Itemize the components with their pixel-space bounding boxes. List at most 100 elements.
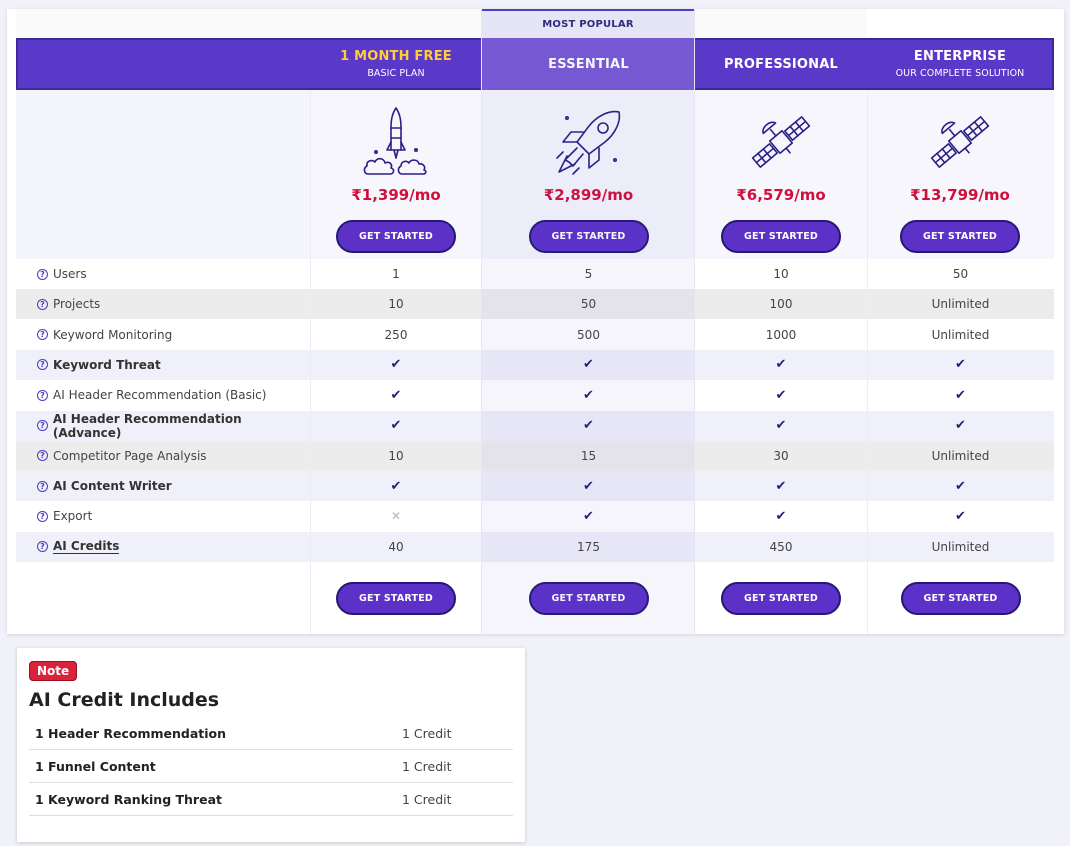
note-row-value: 1 Credit bbox=[402, 759, 452, 774]
plan-header-professional: PROFESSIONAL bbox=[695, 38, 867, 90]
help-icon[interactable]: ? bbox=[37, 389, 48, 401]
plan-name: PROFESSIONAL bbox=[723, 56, 838, 72]
feature-value: 10 bbox=[388, 297, 404, 312]
feature-cell: 1000 bbox=[695, 320, 867, 350]
pricing-table: MOST POPULAR 1 MONTH FREE BASIC PLAN ESS… bbox=[7, 9, 1064, 634]
feature-value: 15 bbox=[580, 448, 597, 463]
feature-row: ? Export ✕ ✔ ✔ ✔ bbox=[16, 501, 1054, 531]
feature-label-text: Keyword Threat bbox=[53, 357, 161, 372]
get-started-button[interactable]: GET STARTED bbox=[900, 581, 1021, 615]
note-row: 1 Keyword Ranking Threat 1 Credit bbox=[29, 783, 513, 816]
help-icon[interactable]: ? bbox=[37, 298, 48, 310]
feature-cell: 10 bbox=[310, 441, 482, 471]
feature-cell: ✔ bbox=[867, 411, 1054, 441]
feature-cell: ✔ bbox=[482, 380, 695, 410]
feature-value: 250 bbox=[384, 327, 408, 342]
get-started-button[interactable]: GET STARTED bbox=[721, 220, 841, 253]
feature-label-text[interactable]: AI Credits bbox=[53, 539, 120, 555]
feature-label-text: Export bbox=[53, 509, 93, 524]
note-row-label: 1 Funnel Content bbox=[35, 759, 156, 774]
feature-row: ? Users 1 5 10 50 bbox=[16, 259, 1054, 289]
check-icon: ✔ bbox=[583, 418, 594, 433]
check-icon: ✔ bbox=[775, 478, 787, 494]
feature-row: ? AI Header Recommendation (Basic) ✔ ✔ ✔ ✔ bbox=[16, 380, 1054, 410]
plan-price: ₹1,399/mo bbox=[351, 186, 441, 204]
note-row: 1 Funnel Content 1 Credit bbox=[29, 750, 513, 783]
feature-label: ? AI Header Recommendation (Advance) bbox=[16, 411, 310, 441]
get-started-button[interactable]: GET STARTED bbox=[336, 220, 456, 253]
feature-label-text: AI Content Writer bbox=[53, 479, 172, 494]
help-icon[interactable]: ? bbox=[37, 450, 48, 462]
label-column-background bbox=[16, 90, 310, 259]
feature-cell: 250 bbox=[310, 320, 482, 350]
get-started-button[interactable]: GET STARTED bbox=[721, 581, 841, 615]
feature-cell: ✔ bbox=[867, 471, 1054, 501]
feature-label: ? Keyword Threat bbox=[16, 350, 310, 380]
get-started-button[interactable]: GET STARTED bbox=[528, 581, 649, 615]
feature-label-text: Keyword Monitoring bbox=[53, 327, 173, 342]
plan-header-essential: ESSENTIAL bbox=[482, 38, 695, 90]
feature-row: ? Keyword Threat ✔ ✔ ✔ ✔ bbox=[16, 349, 1054, 380]
check-icon: ✔ bbox=[390, 387, 402, 403]
feature-cell: ✔ bbox=[310, 350, 482, 380]
feature-cell: 10 bbox=[695, 259, 867, 289]
plan-header-basic: 1 MONTH FREE BASIC PLAN bbox=[310, 38, 482, 90]
help-icon[interactable]: ? bbox=[37, 480, 48, 492]
feature-value: Unlimited bbox=[931, 297, 990, 312]
feature-cell: ✔ bbox=[482, 501, 695, 531]
feature-cell: ✕ bbox=[310, 501, 482, 531]
column-divider bbox=[867, 90, 868, 634]
feature-cell: Unlimited bbox=[867, 532, 1054, 562]
plan-body-basic: ₹1,399/mo GET STARTED bbox=[310, 90, 482, 259]
top-spacer bbox=[16, 9, 481, 38]
note-row-value: 1 Credit bbox=[402, 726, 452, 741]
check-icon: ✔ bbox=[955, 478, 966, 494]
rocket-launch-icon bbox=[363, 107, 427, 175]
note-row-label: 1 Header Recommendation bbox=[35, 726, 227, 741]
popular-column-highlight bbox=[481, 9, 695, 634]
note-row-label: 1 Keyword Ranking Threat bbox=[35, 792, 222, 807]
feature-cell: 500 bbox=[482, 320, 695, 350]
plan-price: ₹13,799/mo bbox=[910, 186, 1010, 204]
footer-cta-row: GET STARTED GET STARTED GET STARTED GET … bbox=[16, 562, 1054, 634]
feature-label: ? Users bbox=[16, 259, 310, 289]
check-icon: ✔ bbox=[583, 387, 594, 403]
feature-value: 10 bbox=[388, 448, 404, 463]
plan-price: ₹6,579/mo bbox=[736, 186, 826, 204]
help-icon[interactable]: ? bbox=[37, 420, 48, 431]
feature-label-text: AI Header Recommendation (Advance) bbox=[52, 411, 242, 440]
get-started-button[interactable]: GET STARTED bbox=[900, 220, 1020, 253]
note-badge: Note bbox=[29, 661, 78, 681]
satellite-icon bbox=[751, 116, 811, 168]
help-icon[interactable]: ? bbox=[37, 268, 48, 280]
feature-value: Unlimited bbox=[931, 327, 990, 342]
feature-cell: 10 bbox=[310, 289, 482, 319]
plan-name: ESSENTIAL bbox=[548, 56, 629, 72]
feature-value: 450 bbox=[769, 539, 793, 554]
feature-value: 50 bbox=[580, 297, 597, 312]
feature-label: ? AI Header Recommendation (Basic) bbox=[16, 380, 310, 410]
feature-label: ? Export bbox=[16, 501, 310, 531]
feature-cell: Unlimited bbox=[867, 320, 1054, 350]
check-icon: ✔ bbox=[583, 478, 594, 494]
feature-cell: ✔ bbox=[695, 501, 867, 531]
help-icon[interactable]: ? bbox=[37, 541, 48, 553]
feature-row: ? AI Header Recommendation (Advance) ✔ ✔ ✔ ✔ bbox=[16, 410, 1054, 441]
help-icon[interactable]: ? bbox=[37, 329, 48, 341]
help-icon[interactable]: ? bbox=[37, 359, 48, 371]
check-icon: ✔ bbox=[390, 357, 402, 373]
feature-value: 1000 bbox=[765, 327, 797, 342]
help-icon[interactable]: ? bbox=[37, 510, 48, 522]
get-started-button[interactable]: GET STARTED bbox=[528, 220, 649, 253]
check-icon: ✔ bbox=[955, 357, 966, 373]
feature-cell: 175 bbox=[482, 532, 695, 562]
feature-value: 100 bbox=[769, 297, 793, 312]
feature-label-text: AI Header Recommendation (Basic) bbox=[53, 388, 267, 403]
feature-label: ? Projects bbox=[16, 289, 310, 319]
get-started-button[interactable]: GET STARTED bbox=[336, 581, 456, 615]
feature-value: 10 bbox=[773, 267, 789, 281]
plan-body-professional: ₹6,579/mo GET STARTED bbox=[695, 90, 867, 259]
plan-name: 1 MONTH FREE bbox=[340, 49, 452, 64]
check-icon: ✔ bbox=[390, 418, 402, 433]
check-icon: ✔ bbox=[775, 508, 787, 524]
